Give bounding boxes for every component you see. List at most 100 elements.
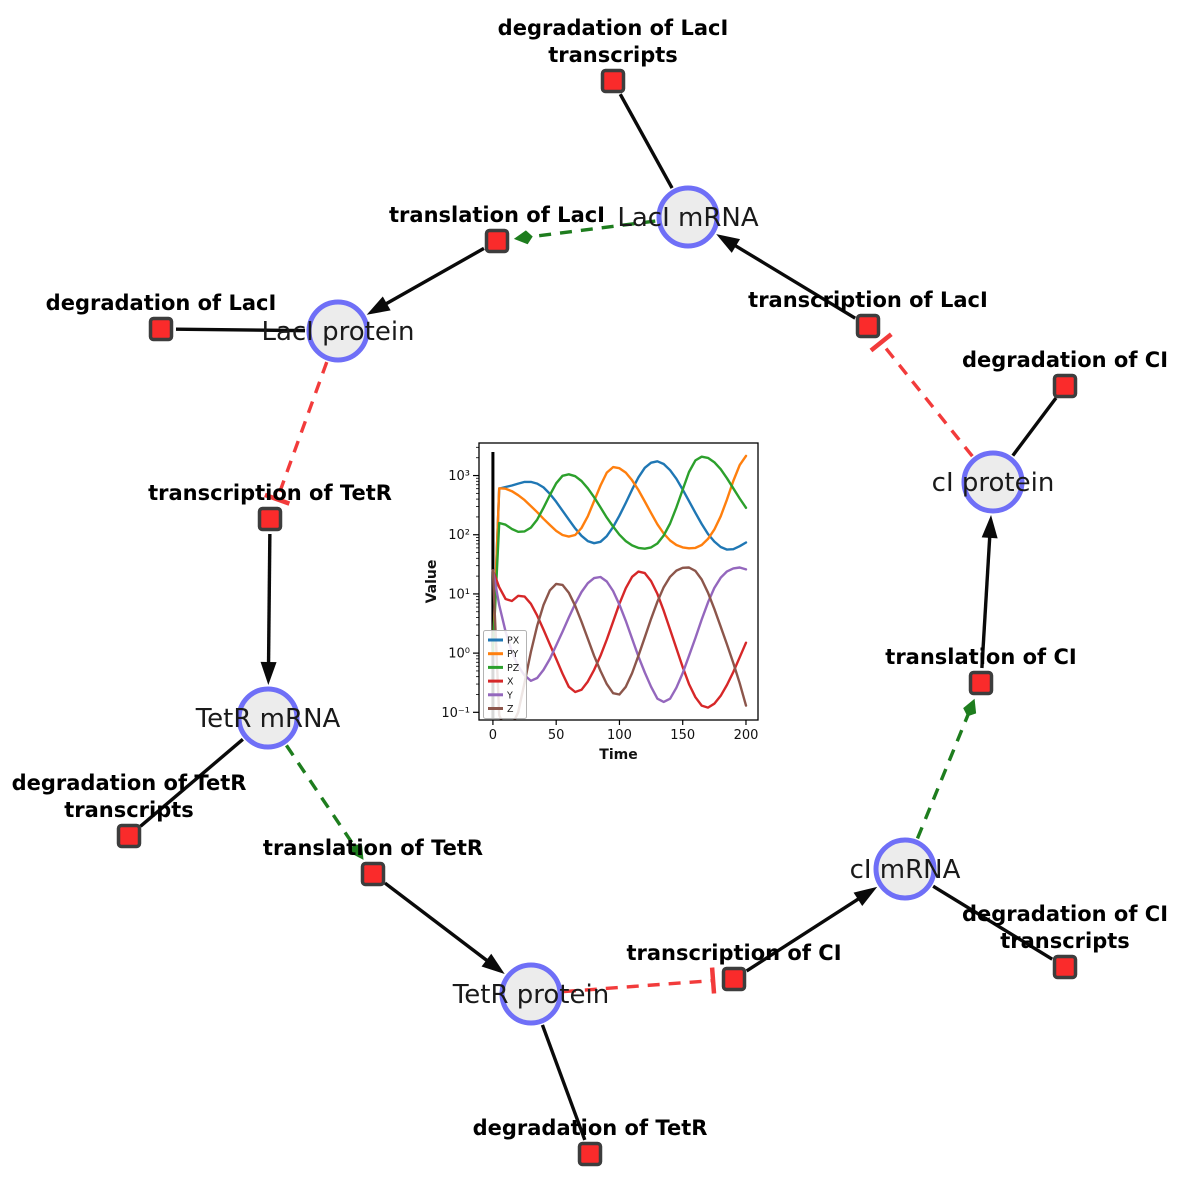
species-node-tetr-mrna [236, 686, 300, 750]
legend-label-PX: PX [507, 636, 520, 647]
y-tick-label: 10⁻¹ [441, 706, 470, 721]
x-axis-label: Time [599, 747, 637, 763]
reaction-node-deg-laci-tx [600, 68, 626, 94]
x-tick-label: 50 [548, 728, 565, 743]
arrowhead-icon [260, 661, 277, 686]
y-tick-label: 10¹ [448, 587, 470, 602]
inhibition-line [275, 361, 329, 500]
consumption-line [932, 884, 1054, 961]
species-node-laci-mrna [656, 185, 720, 249]
edge-production-tx-tetr-to-tetr-mrna [260, 533, 277, 686]
reaction-node-tl-tetr [360, 861, 386, 887]
reaction-label-deg-laci: degradation of LacI [46, 291, 277, 315]
reaction-node-deg-tetr [577, 1141, 603, 1167]
edge-inhibition-tetr-protein-to-tx-ci [563, 967, 717, 994]
consumption-line [540, 1024, 587, 1141]
reaction-label-line: transcripts [1000, 929, 1130, 953]
reaction-label-line: degradation of TetR [12, 771, 247, 795]
arrowhead-icon [853, 886, 878, 907]
modifier-line [529, 219, 656, 239]
species-label-ci-protein: cI protein [932, 468, 1055, 498]
reaction-node-tl-ci [968, 670, 994, 696]
reaction-node-deg-ci-tx [1052, 954, 1078, 980]
reaction-label-tx-laci: transcription of LacI [748, 288, 988, 312]
series-line-PY [491, 454, 748, 655]
species-node-ci-mrna [873, 837, 937, 901]
reaction-label-deg-tetr: degradation of TetR [473, 1116, 708, 1140]
inhibition-line [563, 978, 714, 994]
edge-production-tx-laci-to-laci-mrna [716, 234, 857, 320]
nodes-layer [116, 68, 1078, 1167]
labels-layer: degradation of LacI transcripts translatio… [12, 16, 1168, 1140]
legend-entry-X: X [488, 677, 514, 688]
reaction-node-tx-laci [855, 313, 881, 339]
edge-consumption-ci-mrna-to-deg-ci-tx [932, 884, 1054, 961]
reaction-label-tl-laci: translation of LacI [389, 203, 605, 227]
edge-modifier-laci-mrna-to-tl-laci [513, 219, 656, 245]
reaction-label-line: transcripts [548, 43, 678, 67]
consumption-line [175, 327, 306, 333]
production-line [745, 895, 864, 973]
inset-plot: 0 50 100 150 20010⁻¹10⁰10¹10²10³TimeValuePXP… [424, 442, 759, 763]
reaction-label-line: transcription of TetR [148, 481, 392, 505]
legend-label-Y: Y [506, 690, 513, 701]
reaction-label-line: transcription of LacI [748, 288, 988, 312]
edge-inhibition-ci-protein-to-tx-laci [869, 332, 974, 458]
legend-entry-PY: PY [488, 649, 519, 660]
modifier-arrowhead-icon [513, 230, 533, 245]
reaction-label-tl-tetr: translation of TetR [263, 836, 483, 860]
consumption-line [618, 93, 674, 189]
x-tick-label: 0 [489, 728, 497, 743]
legend-label-X: X [507, 677, 514, 688]
reaction-label-tx-tetr: transcription of TetR [148, 481, 392, 505]
production-line [980, 532, 992, 669]
modifier-arrowhead-icon [350, 844, 364, 860]
reaction-node-deg-tetr-tx [116, 823, 142, 849]
species-node-tetr-protein [499, 962, 563, 1026]
species-node-ci-protein [961, 450, 1025, 514]
species-label-laci-protein: LacI protein [261, 317, 414, 347]
edges-layer [139, 93, 1058, 1141]
reaction-label-line: transcripts [64, 798, 194, 822]
edge-consumption-laci-mrna-to-deg-laci-tx [618, 93, 674, 189]
x-tick-label: 150 [670, 728, 695, 743]
series-line-Z [491, 566, 748, 720]
reaction-label-line: degradation of CI [962, 348, 1168, 372]
y-tick-label: 10² [448, 528, 470, 543]
modifier-arrowhead-icon [963, 698, 977, 717]
legend-box [483, 630, 527, 719]
edge-consumption-tetr-protein-to-deg-tetr [540, 1024, 587, 1141]
y-axis-ticks: 10⁻¹ 10⁰ 10¹ 10² 10³ [441, 446, 479, 721]
reaction-node-tx-ci [721, 966, 747, 992]
species-label-ci-mrna: cI mRNA [850, 855, 961, 885]
edge-modifier-tetr-mrna-to-tl-tetr [285, 744, 364, 860]
x-axis-ticks: 0 50 100 150 200 [489, 720, 758, 743]
reaction-label-deg-tetr-tx: degradation of TetR transcripts [12, 771, 247, 822]
arrowhead-icon [366, 296, 391, 315]
species-label-laci-mrna: LacI mRNA [617, 203, 758, 233]
inhibition-tbar-icon [709, 967, 717, 994]
y-axis-label: Value [424, 560, 440, 604]
species-node-laci-protein [306, 299, 370, 363]
legend-entry-PZ: PZ [488, 663, 520, 674]
reaction-node-deg-laci [148, 316, 174, 342]
inhibition-line [879, 341, 974, 458]
y-tick-label: 10³ [448, 469, 470, 484]
arrowhead-icon [716, 234, 741, 253]
edge-consumption-tetr-mrna-to-deg-tetr-tx [139, 738, 244, 828]
reaction-label-line: translation of TetR [263, 836, 483, 860]
arrowhead-icon [481, 953, 505, 975]
modifier-line [285, 744, 356, 848]
reaction-label-line: degradation of LacI [46, 291, 277, 315]
reaction-node-deg-ci [1052, 373, 1078, 399]
reaction-label-line: degradation of CI [962, 902, 1168, 926]
reaction-label-line: translation of CI [885, 645, 1076, 669]
reaction-label-line: translation of LacI [389, 203, 605, 227]
legend-label-Z: Z [507, 704, 514, 715]
production-line [266, 533, 272, 668]
arrowhead-icon [981, 514, 998, 539]
legend-entry-Y: Y [488, 690, 513, 701]
reaction-label-line: degradation of LacI [498, 16, 729, 40]
reaction-label-line: degradation of TetR [473, 1116, 708, 1140]
